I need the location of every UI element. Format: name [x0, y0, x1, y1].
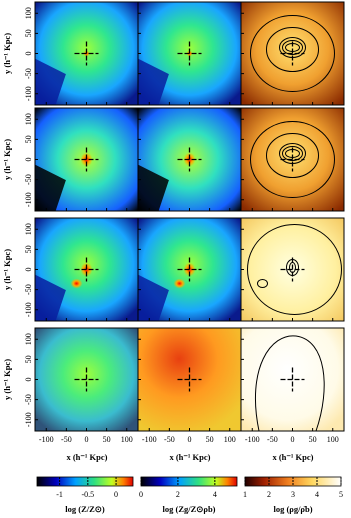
y-tick-label: 50	[24, 29, 33, 37]
y-tick-label: 50	[24, 245, 33, 253]
contour	[257, 279, 268, 288]
x-axis-label: x (h⁻¹ Kpc)	[169, 452, 210, 462]
y-tick-label: 0	[24, 158, 33, 162]
y-axis-label: y (h⁻¹ Kpc)	[2, 249, 12, 290]
colorbar-tick-label: 4	[315, 490, 319, 499]
y-tick-label: 100	[24, 333, 33, 345]
colorbar-tick-label: 4	[213, 490, 217, 499]
dark-region	[138, 274, 169, 321]
x-tick-label: 100	[121, 435, 133, 444]
x-tick-label: 0	[291, 435, 295, 444]
dark-region	[138, 58, 169, 105]
x-tick-label: -50	[164, 435, 175, 444]
colorbar-label: log (Zg/Z⊙ρb)	[163, 504, 216, 514]
y-tick-label: 0	[24, 268, 33, 272]
y-axis-label: y (h⁻¹ Kpc)	[2, 359, 12, 400]
colorbar	[140, 476, 238, 487]
colorbar-tick-label: 0	[139, 490, 143, 499]
x-tick-label: -100	[245, 435, 260, 444]
colorbar	[36, 476, 134, 487]
colorbar-label: log (Z/Z⊙)	[65, 504, 105, 514]
y-tick-label: 100	[24, 113, 33, 125]
x-tick-label: -100	[39, 435, 54, 444]
contour	[266, 27, 319, 72]
x-axis-label: x (h⁻¹ Kpc)	[272, 452, 313, 462]
y-tick-label: 50	[24, 135, 33, 143]
dark-region	[35, 274, 66, 321]
y-tick-label: 100	[24, 223, 33, 235]
colorbar-tick-label: 5	[339, 490, 343, 499]
y-tick-label: 100	[24, 7, 33, 19]
x-tick-label: 100	[224, 435, 236, 444]
x-tick-label: 0	[85, 435, 89, 444]
y-tick-label: -100	[24, 302, 33, 317]
colorbar-tick-label: 1	[243, 490, 247, 499]
x-tick-label: -50	[267, 435, 278, 444]
x-axis-label: x (h⁻¹ Kpc)	[66, 452, 107, 462]
x-tick-label: 100	[327, 435, 339, 444]
x-tick-label: -100	[142, 435, 157, 444]
contour	[250, 15, 335, 92]
x-tick-label: -50	[61, 435, 72, 444]
colorbar-tick-label: -1	[56, 490, 63, 499]
hot-spot	[173, 278, 186, 289]
y-tick-label: -50	[24, 284, 33, 295]
y-axis-label: y (h⁻¹ Kpc)	[2, 33, 12, 74]
contour	[282, 40, 303, 55]
colorbar-tick-label: 3	[291, 490, 295, 499]
x-tick-label: 0	[188, 435, 192, 444]
y-tick-label: 50	[24, 355, 33, 363]
contour	[250, 121, 335, 198]
y-tick-label: -100	[24, 192, 33, 207]
colorbar-tick-label: 2	[176, 490, 180, 499]
contour	[282, 146, 303, 161]
y-axis-label: y (h⁻¹ Kpc)	[2, 139, 12, 180]
contour	[266, 133, 319, 178]
colorbar-tick-label: 2	[267, 490, 271, 499]
y-tick-label: -100	[24, 412, 33, 427]
y-tick-label: -50	[24, 174, 33, 185]
y-tick-label: -100	[24, 86, 33, 101]
y-tick-label: -50	[24, 68, 33, 79]
y-tick-label: 0	[24, 378, 33, 382]
x-tick-label: 50	[103, 435, 111, 444]
x-tick-label: 50	[309, 435, 317, 444]
colorbar-tick-label: -0.5	[81, 490, 94, 499]
contour	[254, 335, 325, 432]
dark-region	[35, 164, 66, 211]
contour	[247, 224, 342, 315]
colorbar-tick-label: 0	[114, 490, 118, 499]
hot-spot	[70, 278, 83, 289]
y-tick-label: -50	[24, 394, 33, 405]
x-tick-label: 50	[206, 435, 214, 444]
y-tick-label: 0	[24, 52, 33, 56]
dark-region	[138, 164, 169, 211]
colorbar-label: log (ρg/ρ̄b)	[273, 504, 312, 514]
dark-region	[35, 58, 66, 105]
panels: -100 -50 0 50 100 y (h⁻¹ Kpc) -100 -50 0 50 100 y (…	[2, 1, 345, 444]
